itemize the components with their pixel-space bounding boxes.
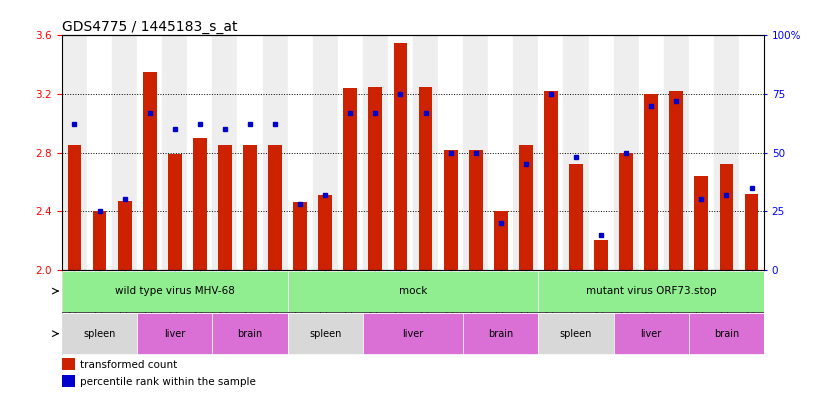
Bar: [719, 164, 733, 270]
Bar: [162, 35, 188, 270]
Bar: [539, 35, 563, 270]
Bar: [563, 35, 588, 270]
Text: liver: liver: [402, 329, 424, 339]
Text: spleen: spleen: [309, 329, 341, 339]
Bar: [419, 86, 433, 270]
Bar: [212, 35, 238, 270]
Bar: [313, 35, 338, 270]
Text: liver: liver: [164, 329, 185, 339]
Text: wild type virus MHV-68: wild type virus MHV-68: [115, 286, 235, 296]
Bar: [689, 35, 714, 270]
Bar: [318, 195, 332, 270]
Bar: [539, 271, 764, 312]
Bar: [112, 35, 137, 270]
Text: transformed count: transformed count: [79, 360, 177, 369]
Bar: [388, 35, 413, 270]
Bar: [614, 313, 689, 354]
Bar: [193, 138, 206, 270]
Bar: [238, 35, 263, 270]
Bar: [243, 145, 257, 270]
Bar: [287, 35, 313, 270]
Bar: [168, 154, 182, 270]
Bar: [463, 35, 488, 270]
Bar: [594, 241, 608, 270]
Bar: [469, 150, 482, 270]
Bar: [363, 313, 463, 354]
Bar: [444, 150, 458, 270]
Bar: [263, 35, 287, 270]
Bar: [544, 91, 558, 270]
Text: brain: brain: [714, 329, 739, 339]
Text: liver: liver: [641, 329, 662, 339]
Bar: [413, 35, 438, 270]
Bar: [287, 313, 363, 354]
Bar: [744, 194, 758, 270]
Bar: [62, 358, 74, 370]
Bar: [338, 35, 363, 270]
Bar: [218, 145, 232, 270]
Bar: [539, 313, 614, 354]
Bar: [188, 35, 212, 270]
Bar: [488, 35, 513, 270]
Bar: [695, 176, 708, 270]
Bar: [62, 313, 137, 354]
Bar: [293, 202, 307, 270]
Bar: [268, 145, 282, 270]
Bar: [68, 145, 82, 270]
Bar: [287, 271, 539, 312]
Bar: [614, 35, 638, 270]
Bar: [62, 35, 87, 270]
Bar: [494, 211, 508, 270]
Bar: [513, 35, 539, 270]
Bar: [620, 152, 633, 270]
Text: brain: brain: [488, 329, 514, 339]
Bar: [62, 375, 74, 387]
Text: GDS4775 / 1445183_s_at: GDS4775 / 1445183_s_at: [62, 20, 237, 34]
Bar: [438, 35, 463, 270]
Bar: [62, 271, 287, 312]
Bar: [118, 201, 131, 270]
Bar: [87, 35, 112, 270]
Bar: [368, 86, 382, 270]
Bar: [664, 35, 689, 270]
Bar: [569, 164, 583, 270]
Bar: [689, 313, 764, 354]
Bar: [93, 211, 107, 270]
Text: brain: brain: [237, 329, 263, 339]
Text: spleen: spleen: [83, 329, 116, 339]
Text: mock: mock: [399, 286, 427, 296]
Bar: [739, 35, 764, 270]
Text: mutant virus ORF73.stop: mutant virus ORF73.stop: [586, 286, 716, 296]
Bar: [463, 313, 539, 354]
Bar: [638, 35, 664, 270]
Bar: [137, 35, 162, 270]
Bar: [212, 313, 287, 354]
Bar: [588, 35, 614, 270]
Text: percentile rank within the sample: percentile rank within the sample: [79, 376, 255, 387]
Bar: [137, 313, 212, 354]
Bar: [714, 35, 739, 270]
Bar: [393, 43, 407, 270]
Bar: [143, 72, 157, 270]
Bar: [669, 91, 683, 270]
Bar: [363, 35, 388, 270]
Bar: [519, 145, 533, 270]
Text: spleen: spleen: [560, 329, 592, 339]
Bar: [644, 94, 658, 270]
Bar: [344, 88, 357, 270]
